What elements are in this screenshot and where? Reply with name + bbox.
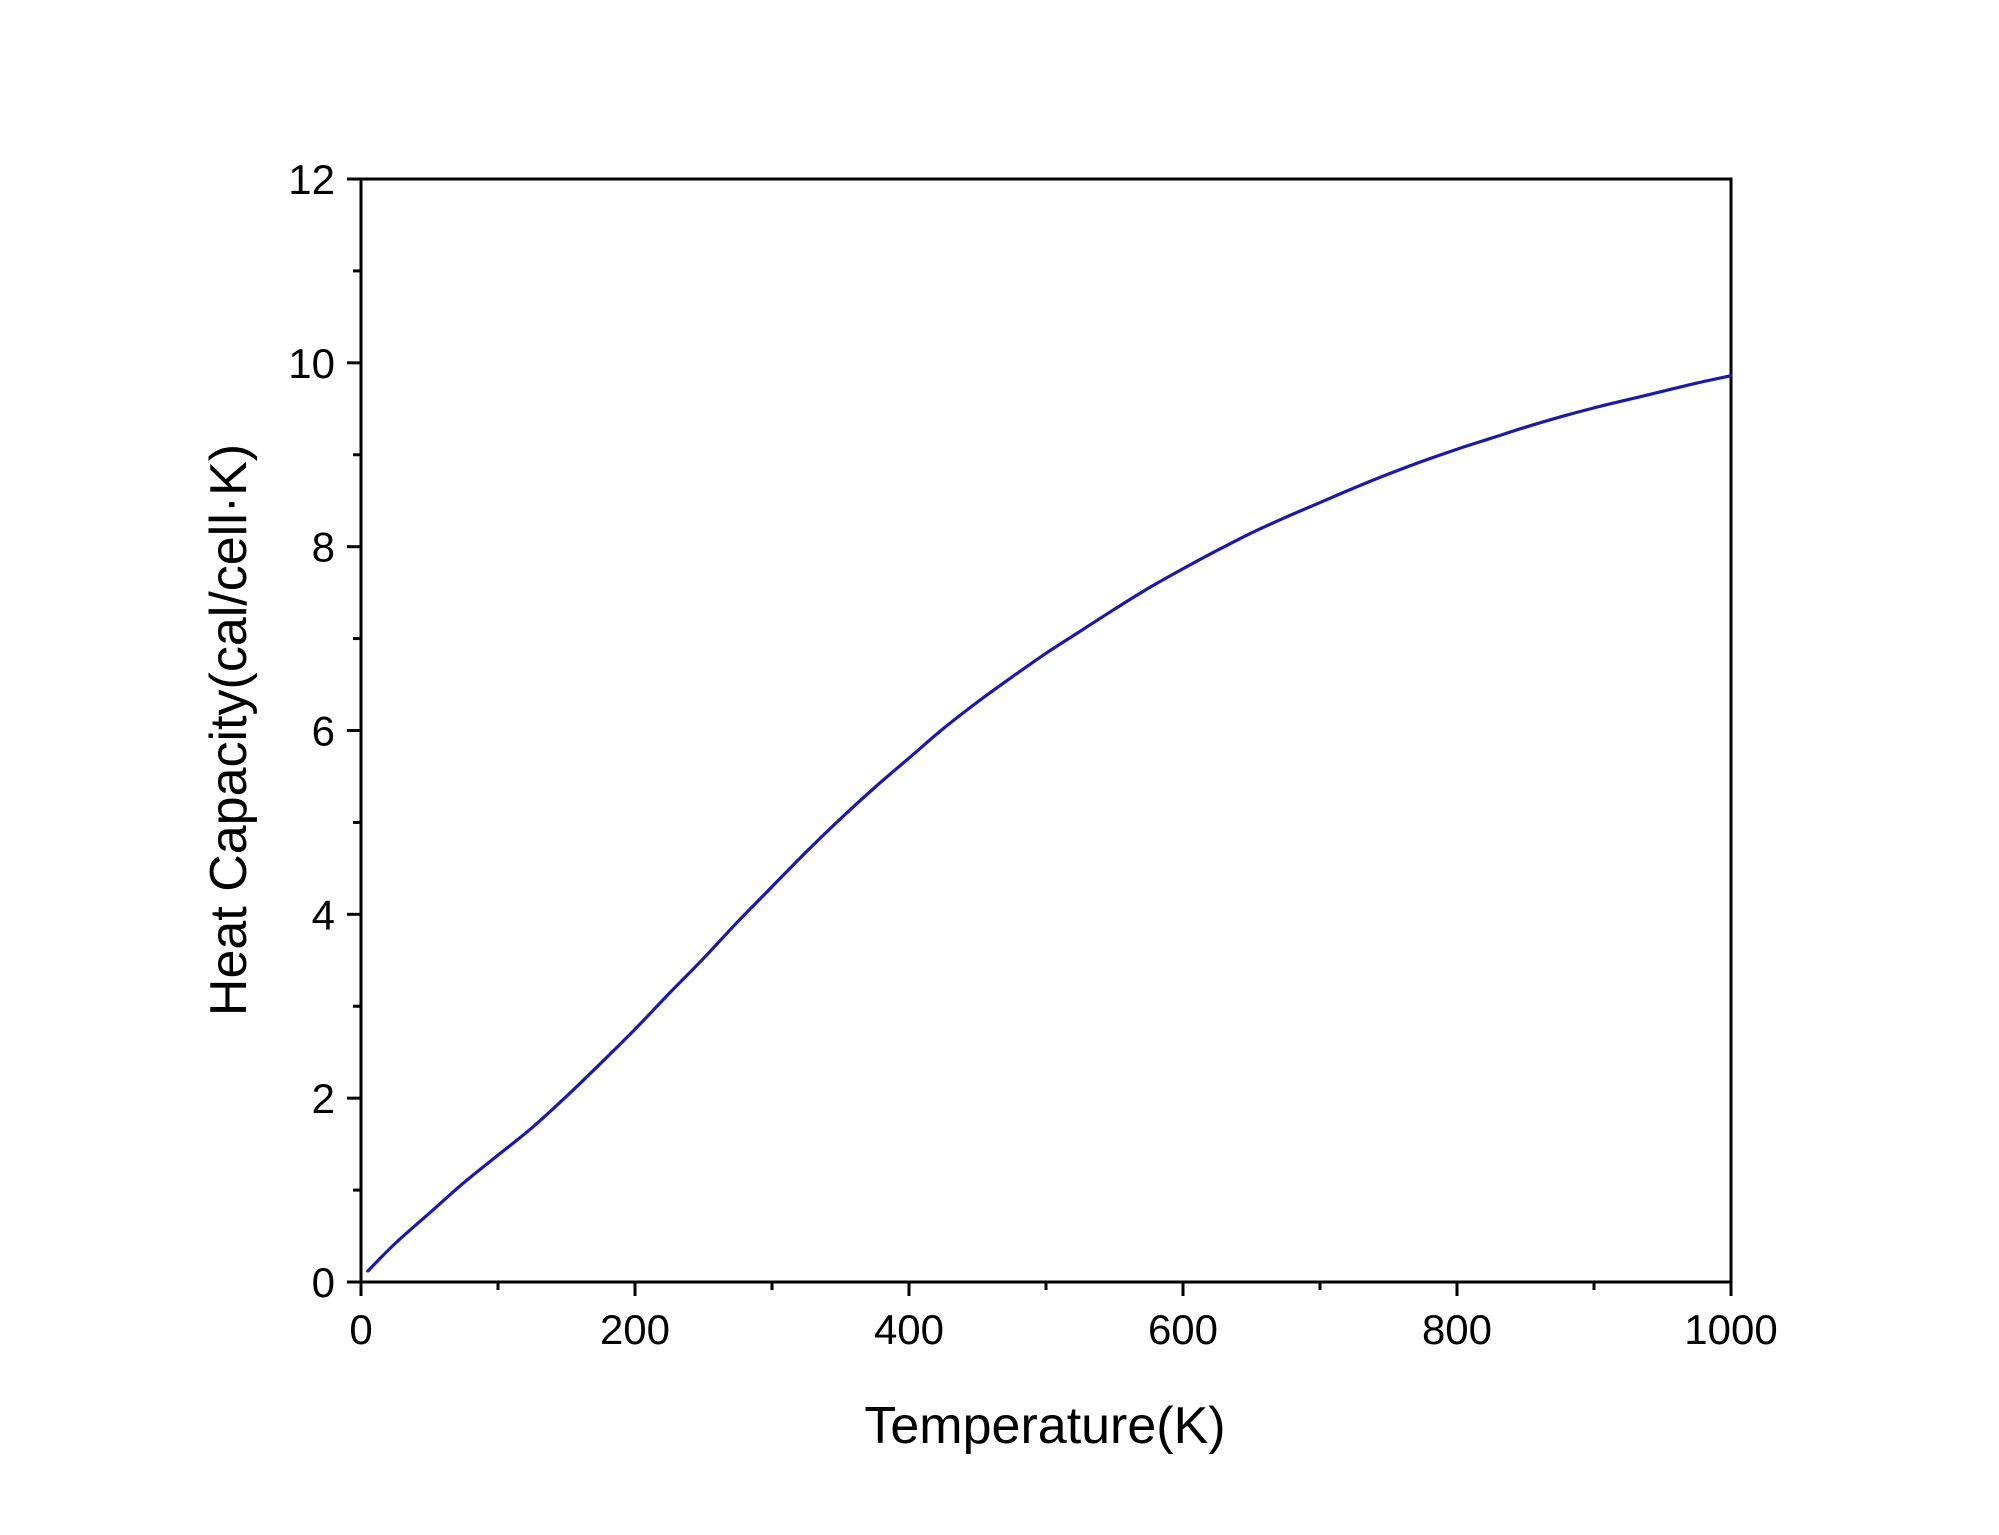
y-axis-ticks [347,177,361,1284]
x-tick-label: 400 [874,1306,944,1353]
y-tick-label: 2 [312,1075,335,1122]
y-tick-label: 10 [288,340,335,387]
x-tick-label: 800 [1422,1306,1492,1353]
y-tick-label: 6 [312,708,335,755]
y-axis-title: Heat Capacity(cal/cell·K) [200,444,258,1016]
x-tick-label: 600 [1148,1306,1218,1353]
x-axis-tick-labels: 0 200 400 600 800 1000 [349,1306,1777,1353]
y-tick-label: 4 [312,891,335,938]
x-tick-label: 0 [349,1306,372,1353]
x-axis-title: Temperature(K) [864,1397,1225,1455]
y-axis-tick-labels: 0 2 4 6 8 10 12 [288,156,335,1306]
series-line [366,374,1733,1273]
y-tick-label: 12 [288,156,335,203]
x-tick-label: 200 [600,1306,670,1353]
y-tick-label: 0 [312,1259,335,1306]
plot-frame [359,177,1733,1284]
x-tick-label: 1000 [1684,1306,1777,1353]
x-axis-ticks [359,1282,1733,1296]
y-tick-label: 8 [312,524,335,571]
